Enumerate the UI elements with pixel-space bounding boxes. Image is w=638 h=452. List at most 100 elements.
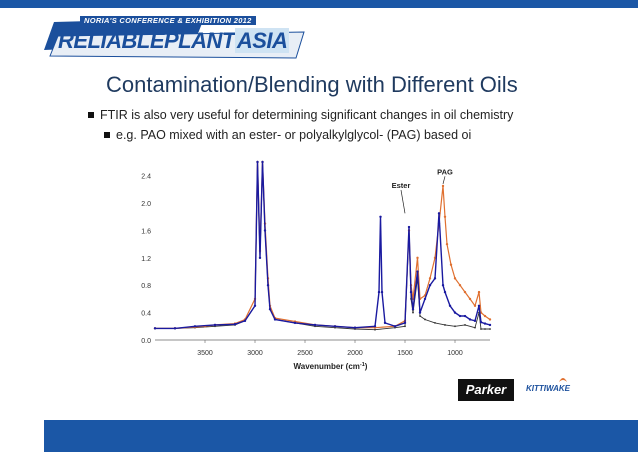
data-point-ester (293, 321, 297, 325)
data-point-ester (458, 314, 462, 318)
y-tick-label: 2.4 (141, 174, 151, 181)
y-tick-label: 2.0 (141, 201, 151, 208)
data-point-ester (443, 290, 447, 294)
kittiwake-bird-icon (559, 378, 567, 382)
parker-logo: Parker (458, 379, 514, 401)
bullet-1: FTIR is also very useful for determining… (88, 108, 513, 122)
data-point-ester (233, 323, 237, 326)
logo-name-part2: PLANT (164, 28, 235, 53)
data-point-ester (193, 325, 197, 328)
x-tick-label: 1500 (397, 350, 413, 357)
bullet-1-text: FTIR is also very useful for determining… (100, 108, 514, 122)
data-point-pao (404, 325, 406, 328)
data-point-pao (424, 318, 426, 321)
logo-name-part1: RELIABLE (58, 28, 165, 53)
data-point-ester (263, 229, 267, 232)
data-point-pag (443, 215, 447, 218)
data-point-ester (273, 318, 277, 321)
data-point-ester (153, 327, 157, 330)
data-point-ester (468, 318, 472, 321)
top-bar (0, 0, 638, 8)
y-tick-label: 1.6 (141, 228, 151, 235)
data-point-pag (488, 318, 492, 321)
data-point-pag (458, 284, 462, 287)
data-point-pag (453, 277, 457, 280)
data-point-ester (213, 323, 217, 327)
y-tick-label: 0.0 (141, 338, 151, 345)
data-point-ester (313, 323, 317, 327)
data-point-ester (473, 319, 477, 323)
annotation-label: PAG (437, 167, 453, 176)
x-tick-label: 3500 (197, 350, 213, 357)
data-point-pag (468, 297, 472, 301)
x-tick-label: 1000 (447, 350, 463, 357)
bullet-square-icon (88, 111, 94, 118)
data-point-pag (449, 263, 453, 266)
data-point-ester (418, 311, 422, 314)
data-point-pag (416, 256, 419, 260)
data-point-pao (489, 328, 491, 330)
data-point-pao (480, 328, 482, 330)
data-point-ester (409, 290, 413, 294)
data-point-pao (374, 328, 376, 331)
data-point-ester (423, 297, 427, 301)
y-tick-label: 0.8 (141, 283, 151, 290)
data-point-pag (473, 304, 477, 307)
data-point-ester (448, 304, 452, 307)
bullet-2-text: e.g. PAO mixed with an ester- or polyalk… (116, 128, 472, 142)
data-point-ester (268, 307, 272, 311)
data-point-ester (333, 325, 337, 328)
series-line-pao (155, 161, 490, 331)
x-tick-label: 2500 (297, 350, 313, 357)
data-point-pag (441, 184, 445, 188)
data-point-pao (484, 328, 486, 330)
data-point-pao (474, 326, 476, 329)
data-point-ester (403, 321, 407, 325)
annotation-label: Ester (392, 181, 411, 190)
data-point-ester (243, 319, 247, 323)
data-point-pag (463, 290, 467, 294)
data-point-ester (253, 304, 257, 307)
data-point-ester (379, 215, 382, 218)
data-point-ester (479, 321, 483, 324)
data-point-ester (258, 256, 262, 260)
series-line-ester (155, 161, 491, 330)
data-point-ester (261, 160, 264, 164)
data-point-ester (453, 311, 457, 314)
logo-subtitle: NORIA'S CONFERENCE & EXHIBITION 2012 (80, 16, 256, 25)
data-point-ester (407, 225, 411, 229)
x-tick-label: 3000 (247, 350, 263, 357)
footer-bar (44, 420, 638, 452)
x-tick-label: 2000 (347, 350, 363, 357)
data-point-ester (380, 290, 384, 294)
data-point-ester (353, 326, 357, 329)
data-point-ester (377, 290, 381, 294)
data-point-pao (412, 311, 414, 314)
slide-title: Contamination/Blending with Different Oi… (106, 72, 518, 97)
data-point-ester (441, 284, 445, 287)
data-point-ester (266, 284, 270, 287)
data-point-ester (477, 304, 481, 307)
y-tick-label: 1.2 (141, 256, 151, 263)
data-point-ester (383, 321, 387, 325)
data-point-ester (393, 325, 397, 328)
series-line-pag (155, 161, 491, 329)
data-point-ester (256, 160, 259, 164)
data-point-ester (437, 212, 441, 215)
data-point-pao (454, 325, 456, 328)
bullet-square-icon (104, 131, 110, 138)
logo-name: RELIABLEPLANTASIA (58, 28, 290, 54)
y-tick-label: 0.4 (141, 311, 151, 318)
data-point-pag (428, 277, 432, 280)
data-point-pag (477, 290, 481, 294)
data-point-ester (173, 327, 177, 330)
logo-name-part3: ASIA (234, 28, 290, 53)
data-point-ester (428, 284, 432, 287)
data-point-ester (483, 322, 487, 325)
data-point-ester (373, 325, 377, 328)
data-point-pag (483, 314, 487, 318)
data-point-pao (464, 324, 466, 326)
data-point-pao (419, 315, 421, 317)
data-point-ester (416, 270, 419, 273)
